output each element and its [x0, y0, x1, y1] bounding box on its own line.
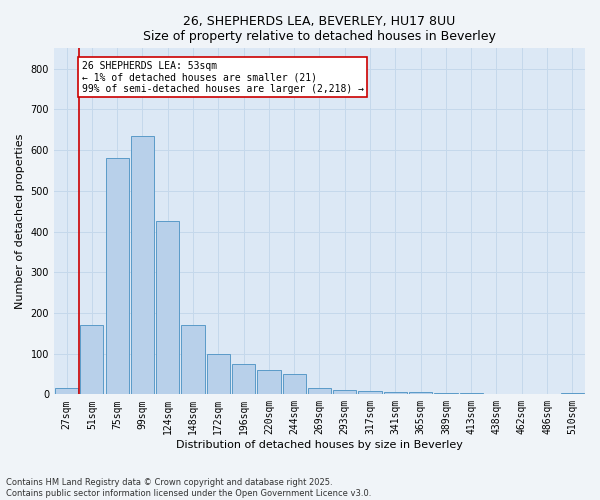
Bar [358, 391, 382, 394]
Bar [55, 388, 78, 394]
Bar [434, 392, 458, 394]
Text: Contains HM Land Registry data © Crown copyright and database right 2025.
Contai: Contains HM Land Registry data © Crown c… [6, 478, 371, 498]
Bar [131, 136, 154, 394]
Title: 26, SHEPHERDS LEA, BEVERLEY, HU17 8UU
Size of property relative to detached hous: 26, SHEPHERDS LEA, BEVERLEY, HU17 8UU Si… [143, 15, 496, 43]
Bar [561, 393, 584, 394]
Bar [257, 370, 281, 394]
Bar [308, 388, 331, 394]
Bar [206, 354, 230, 395]
Y-axis label: Number of detached properties: Number of detached properties [15, 134, 25, 309]
Bar [232, 364, 255, 394]
Text: 26 SHEPHERDS LEA: 53sqm
← 1% of detached houses are smaller (21)
99% of semi-det: 26 SHEPHERDS LEA: 53sqm ← 1% of detached… [82, 60, 364, 94]
Bar [409, 392, 432, 394]
X-axis label: Distribution of detached houses by size in Beverley: Distribution of detached houses by size … [176, 440, 463, 450]
Bar [333, 390, 356, 394]
Bar [156, 222, 179, 394]
Bar [181, 325, 205, 394]
Bar [383, 392, 407, 394]
Bar [283, 374, 306, 394]
Bar [80, 325, 103, 394]
Bar [460, 393, 483, 394]
Bar [106, 158, 129, 394]
